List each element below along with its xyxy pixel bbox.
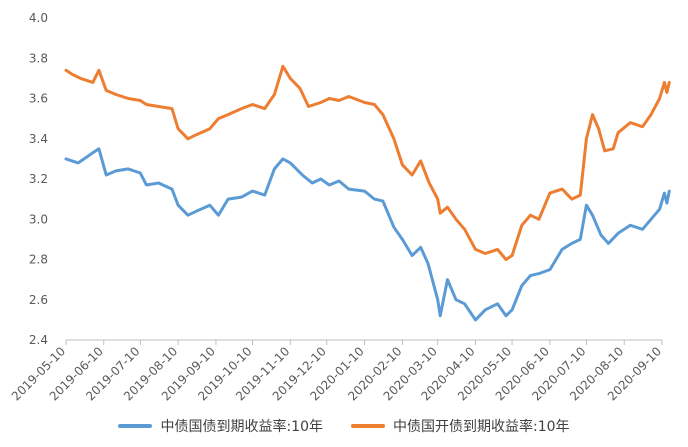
- y-tick-label: 3.6: [29, 92, 48, 106]
- legend-label-cdb: 中债国开债到期收益率:10年: [393, 419, 570, 435]
- y-tick-label: 4.0: [29, 11, 48, 25]
- legend-swatch-treasury: [118, 424, 153, 428]
- y-tick-label: 2.8: [29, 253, 48, 267]
- y-tick-label: 2.6: [29, 293, 48, 307]
- y-tick-label: 2.4: [29, 333, 48, 347]
- y-tick-label: 3.4: [29, 132, 48, 146]
- y-tick-label: 3.2: [29, 172, 48, 186]
- legend-swatch-cdb: [351, 424, 385, 428]
- y-tick-label: 3.0: [29, 212, 48, 226]
- y-axis-tick-labels: 2.4 2.6 2.8 3.0 3.2 3.4 3.6 3.8 4.0: [29, 11, 48, 347]
- series-layer: [64, 64, 671, 322]
- series-line-cdb-10y: [64, 64, 671, 261]
- y-tick-label: 3.8: [29, 51, 48, 65]
- legend-label-treasury: 中债国债到期收益率:10年: [160, 419, 323, 435]
- series-line-treasury-10y: [64, 147, 671, 322]
- legend: 中债国债到期收益率:10年 中债国开债到期收益率:10年: [0, 414, 688, 438]
- legend-item-treasury: 中债国债到期收益率:10年: [118, 416, 323, 436]
- x-axis-tick-labels: 2019-05-102019-06-102019-07-102019-08-10…: [9, 340, 664, 403]
- legend-item-cdb: 中债国开债到期收益率:10年: [351, 416, 570, 436]
